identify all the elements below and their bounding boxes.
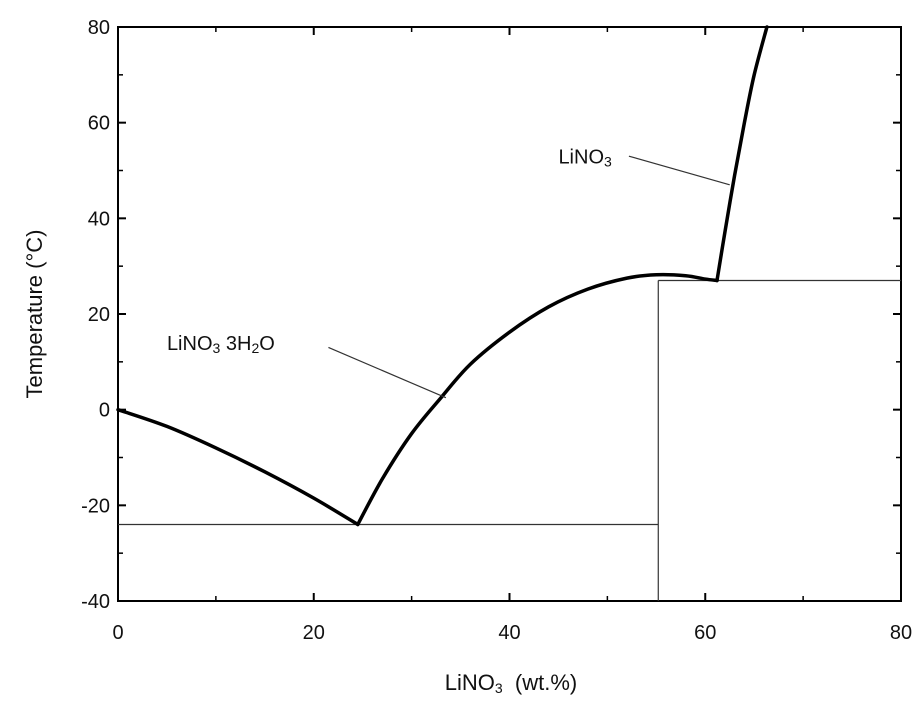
liquidus-curve-trihydrate_curve_right — [356, 272, 719, 527]
y-tick-label: 20 — [88, 304, 110, 326]
annotation-text-part: LiNO — [558, 146, 604, 168]
x-tick-label: 20 — [303, 622, 325, 644]
liquidus-curve-trihydrate_curve_left — [116, 407, 360, 527]
annotation-text-part: 2 — [251, 340, 259, 356]
x-tick-label: 40 — [498, 622, 520, 644]
annotation-text-part: 3H — [220, 333, 251, 355]
y-tick-label: -40 — [81, 591, 110, 613]
y-axis-title: Temperature (°C) — [22, 230, 47, 399]
plot-area — [117, 26, 902, 602]
x-axis-title-subscript: 3 — [495, 680, 503, 696]
tick-labels: 0 20 40 60 80 -40 -20 0 20 40 60 80 — [81, 17, 912, 644]
x-tick-label: 80 — [890, 622, 912, 644]
annotation-leader — [328, 346, 447, 399]
y-tick-label: 80 — [88, 17, 110, 39]
annotation-label-lino3_3h2o: LiNO3 3H2O — [167, 333, 275, 356]
annotation-text-part: O — [259, 333, 275, 355]
axis-ticks — [117, 26, 902, 602]
y-tick-label: 60 — [88, 113, 110, 135]
x-axis-title-main: LiNO — [445, 670, 495, 695]
annotation-text-part: 3 — [213, 340, 221, 356]
annotation-label-lino3: LiNO3 — [558, 146, 612, 169]
annotation-text-part: LiNO — [167, 333, 213, 355]
y-tick-label: 0 — [99, 400, 110, 422]
plot-frame — [117, 26, 902, 602]
series-layer — [116, 25, 901, 601]
liquidus-curve-anhydrous_curve — [715, 25, 769, 283]
x-tick-label: 60 — [694, 622, 716, 644]
x-axis-title: LiNO3 (wt.%) — [445, 670, 577, 696]
x-axis-title-unit: (wt.%) — [503, 670, 578, 695]
annotation-text-part: 3 — [604, 153, 612, 169]
annotation-leader — [628, 155, 730, 186]
x-tick-label: 0 — [112, 622, 123, 644]
y-tick-label: 40 — [88, 208, 110, 230]
y-tick-label: -20 — [81, 495, 110, 517]
